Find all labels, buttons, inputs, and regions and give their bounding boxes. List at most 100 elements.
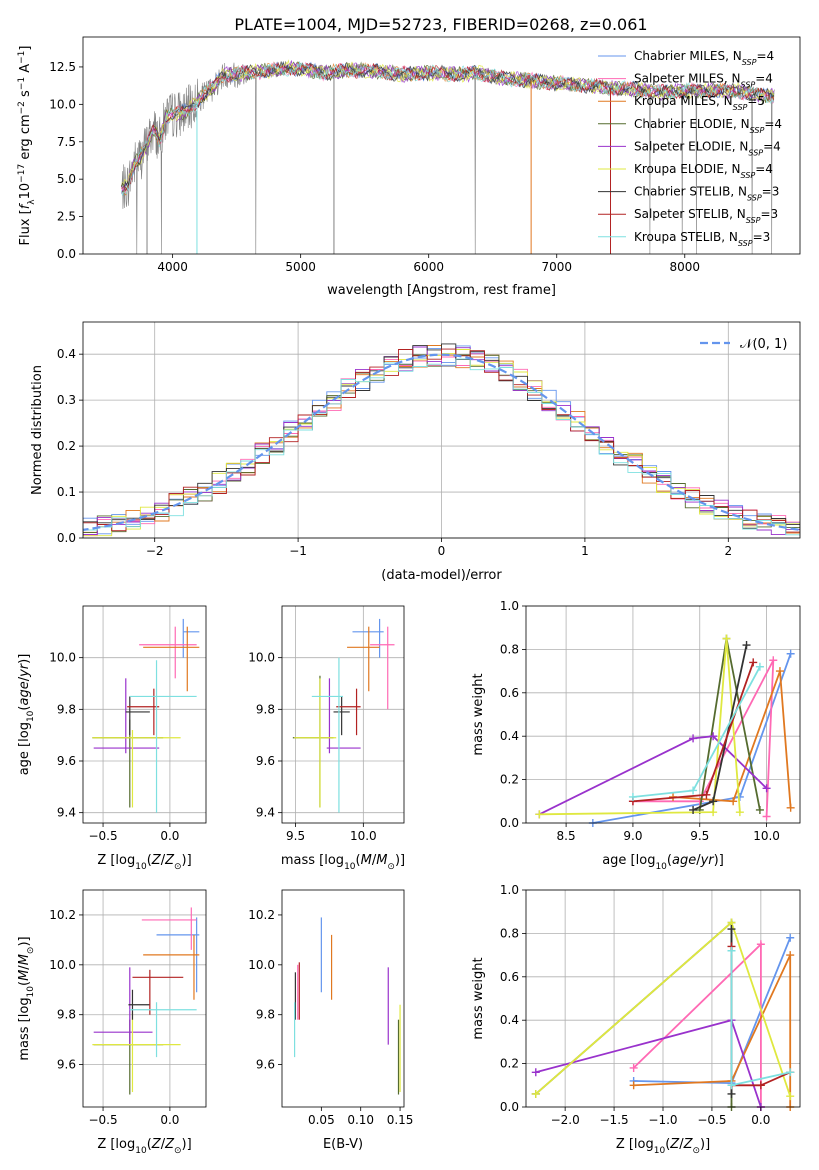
x-tick-label: 9.0 [623,829,642,843]
y-tick-label: 0.0 [500,816,519,830]
y-tick-label: 10.0 [49,97,76,111]
age-vs-mass-axes-content [292,618,395,813]
weight-marker [722,634,731,643]
legend-subscript: SSP [747,193,762,202]
spectrum-ylabel-part: Flux [ [18,209,33,245]
mass-vs-Z-axes-ylabel-part: 10 [26,986,36,998]
weight-vs-age-axes-xlabel-part: yr [700,853,716,868]
x-tick-label: 10.0 [350,829,377,843]
mass-vs-Z-axes-ylabel-part: mass [log [17,997,32,1060]
x-tick-label: 10.0 [753,829,780,843]
weight-marker [689,805,698,814]
legend-subscript: SSP [742,58,757,67]
y-tick-label: 0.3 [57,393,76,407]
legend-label: Kroupa STELIB, NSSP=3 [634,230,770,248]
age-vs-Z-axes-xlabel: Z [log10(Z/Z⊙)] [97,853,191,872]
mass-vs-Z-axes-content [92,907,200,1095]
y-tick-label: 9.6 [256,754,275,768]
y-tick-label: 0.0 [57,247,76,261]
spectrum-ylabel: Flux [fλ10−17 erg cm−2 s−1 A−1] [17,46,37,246]
weight-line [539,638,741,816]
legend-value: =4 [756,49,774,63]
legend-subscript: SSP [733,103,748,112]
residuals-axes: −2 −1 0 1 2 0.0 0.1 0.2 0.3 0.4 (data-model)/error… [30,321,801,583]
spectrum-ylabel-part: A [18,64,33,77]
y-tick-label: 0.4 [500,1013,519,1027]
weight-marker [786,951,795,960]
age-vs-Z-axes-xlabel-part: Z [164,853,175,868]
weight-marker [775,667,784,676]
weight-marker [729,797,738,806]
y-tick-label: 0.4 [500,729,519,743]
spectrum-xlabel: wavelength [Angstrom, rest frame] [327,283,556,298]
weight-vs-Z-axes-content [531,918,795,1111]
y-tick-label: 0.2 [500,773,519,787]
weight-vs-Z-axes-xlabel-part: ( [665,1137,670,1152]
spectrum-ylabel-part: f [18,202,33,209]
y-tick-label: 0.0 [57,531,76,545]
y-tick-label: 1.0 [500,599,519,613]
weight-vs-Z-axes-frame [525,889,801,1108]
spectrum-ylabel-part: ] [18,46,33,51]
mass-vs-Z-axes-xlabel-part: 10 [135,1146,147,1156]
weight-marker [756,940,765,949]
y-tick-label: 9.6 [57,1058,76,1072]
age-vs-mass-axes-xlabel-part: / [372,853,377,868]
x-tick-label: 4000 [157,260,188,274]
spectrum-ylabel-part: s [18,90,33,101]
y-tick-label: 0.8 [500,642,519,656]
y-tick-label: 12.5 [49,60,76,74]
age-vs-Z-axes-ylabel-part: yr [17,662,32,678]
x-tick-label: 0.05 [308,1113,335,1127]
age-vs-Z-axes-ylabel-part: age [log [17,722,32,775]
age-vs-Z-axes-ylabel-part: )] [17,654,32,664]
y-tick-label: 0.2 [57,439,76,453]
mass-vs-Z-axes-xlabel: Z [log10(Z/Z⊙)] [97,1137,191,1156]
normal-reference-curve [83,353,800,532]
weight-vs-Z-axes-xlabel-part: ⊙ [692,1146,700,1156]
weight-vs-Z-axes-xlabel-part: Z [log [616,1137,654,1152]
x-tick-label: −1 [289,544,307,558]
weight-marker [689,734,698,743]
residuals-xlabel: (data-model)/error [381,568,502,583]
legend-label: Chabrier STELIB, NSSP=3 [634,185,779,203]
y-tick-label: 0.6 [500,970,519,984]
x-tick-label: 8000 [669,260,700,274]
age-vs-mass-axes-xlabel-part: M [376,853,387,868]
mass-vs-EBV-axes: 0.05 0.10 0.15 9.6 9.8 10.0 10.2 E(B-V) [248,889,413,1152]
spectrum-axes-frame [82,36,801,255]
y-tick-label: 0.8 [500,926,519,940]
mass-vs-Z-axes-ylabel: mass [log10(M/M⊙)] [17,936,36,1060]
x-tick-label: 9.5 [690,829,709,843]
weight-vs-age-axes-ylabel: mass weight [471,673,486,755]
weight-vs-Z-axes-xlabel-part: Z [669,1137,680,1152]
legend-label: 𝒩(0, 1) [740,337,787,352]
spectrum-ylabel-part: −1 [17,77,27,90]
y-tick-label: 9.6 [57,754,76,768]
legend-subscript: SSP [748,148,763,157]
y-tick-label: 9.8 [57,1008,76,1022]
spectrum-ylabel-part: λ [27,199,37,205]
age-vs-Z-axes-ylabel-part: ( [17,706,32,711]
mass-vs-Z-axes-xlabel-part: Z [151,1137,162,1152]
age-vs-mass-axes-frame [281,605,405,824]
weight-marker [769,656,778,665]
legend-subscript: SSP [738,238,753,247]
weight-marker [702,790,711,799]
mass-vs-Z-axes-ylabel-part: ( [17,981,32,986]
weight-marker [727,1081,736,1090]
age-vs-mass-axes-xlabel-part: ( [356,853,361,868]
weight-marker [629,1081,638,1090]
weight-vs-Z-axes-xlabel-part: / [679,1137,684,1152]
weight-marker [755,805,764,814]
weight-marker [629,1063,638,1072]
spectrum-ylabel-part: −17 [17,164,27,183]
age-vs-mass-axes-xlabel-part: mass [log [281,853,344,868]
legend-value: =3 [760,207,778,221]
legend-subscript: SSP [750,125,765,134]
weight-vs-age-axes-xlabel-part: age [672,853,696,868]
weight-marker [749,658,758,667]
mass-vs-Z-axes-ylabel-part: M [17,970,32,981]
